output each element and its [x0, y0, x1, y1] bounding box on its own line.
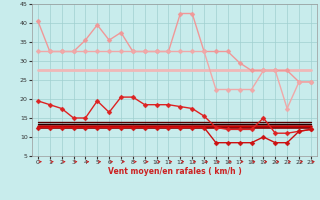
X-axis label: Vent moyen/en rafales ( km/h ): Vent moyen/en rafales ( km/h ): [108, 167, 241, 176]
